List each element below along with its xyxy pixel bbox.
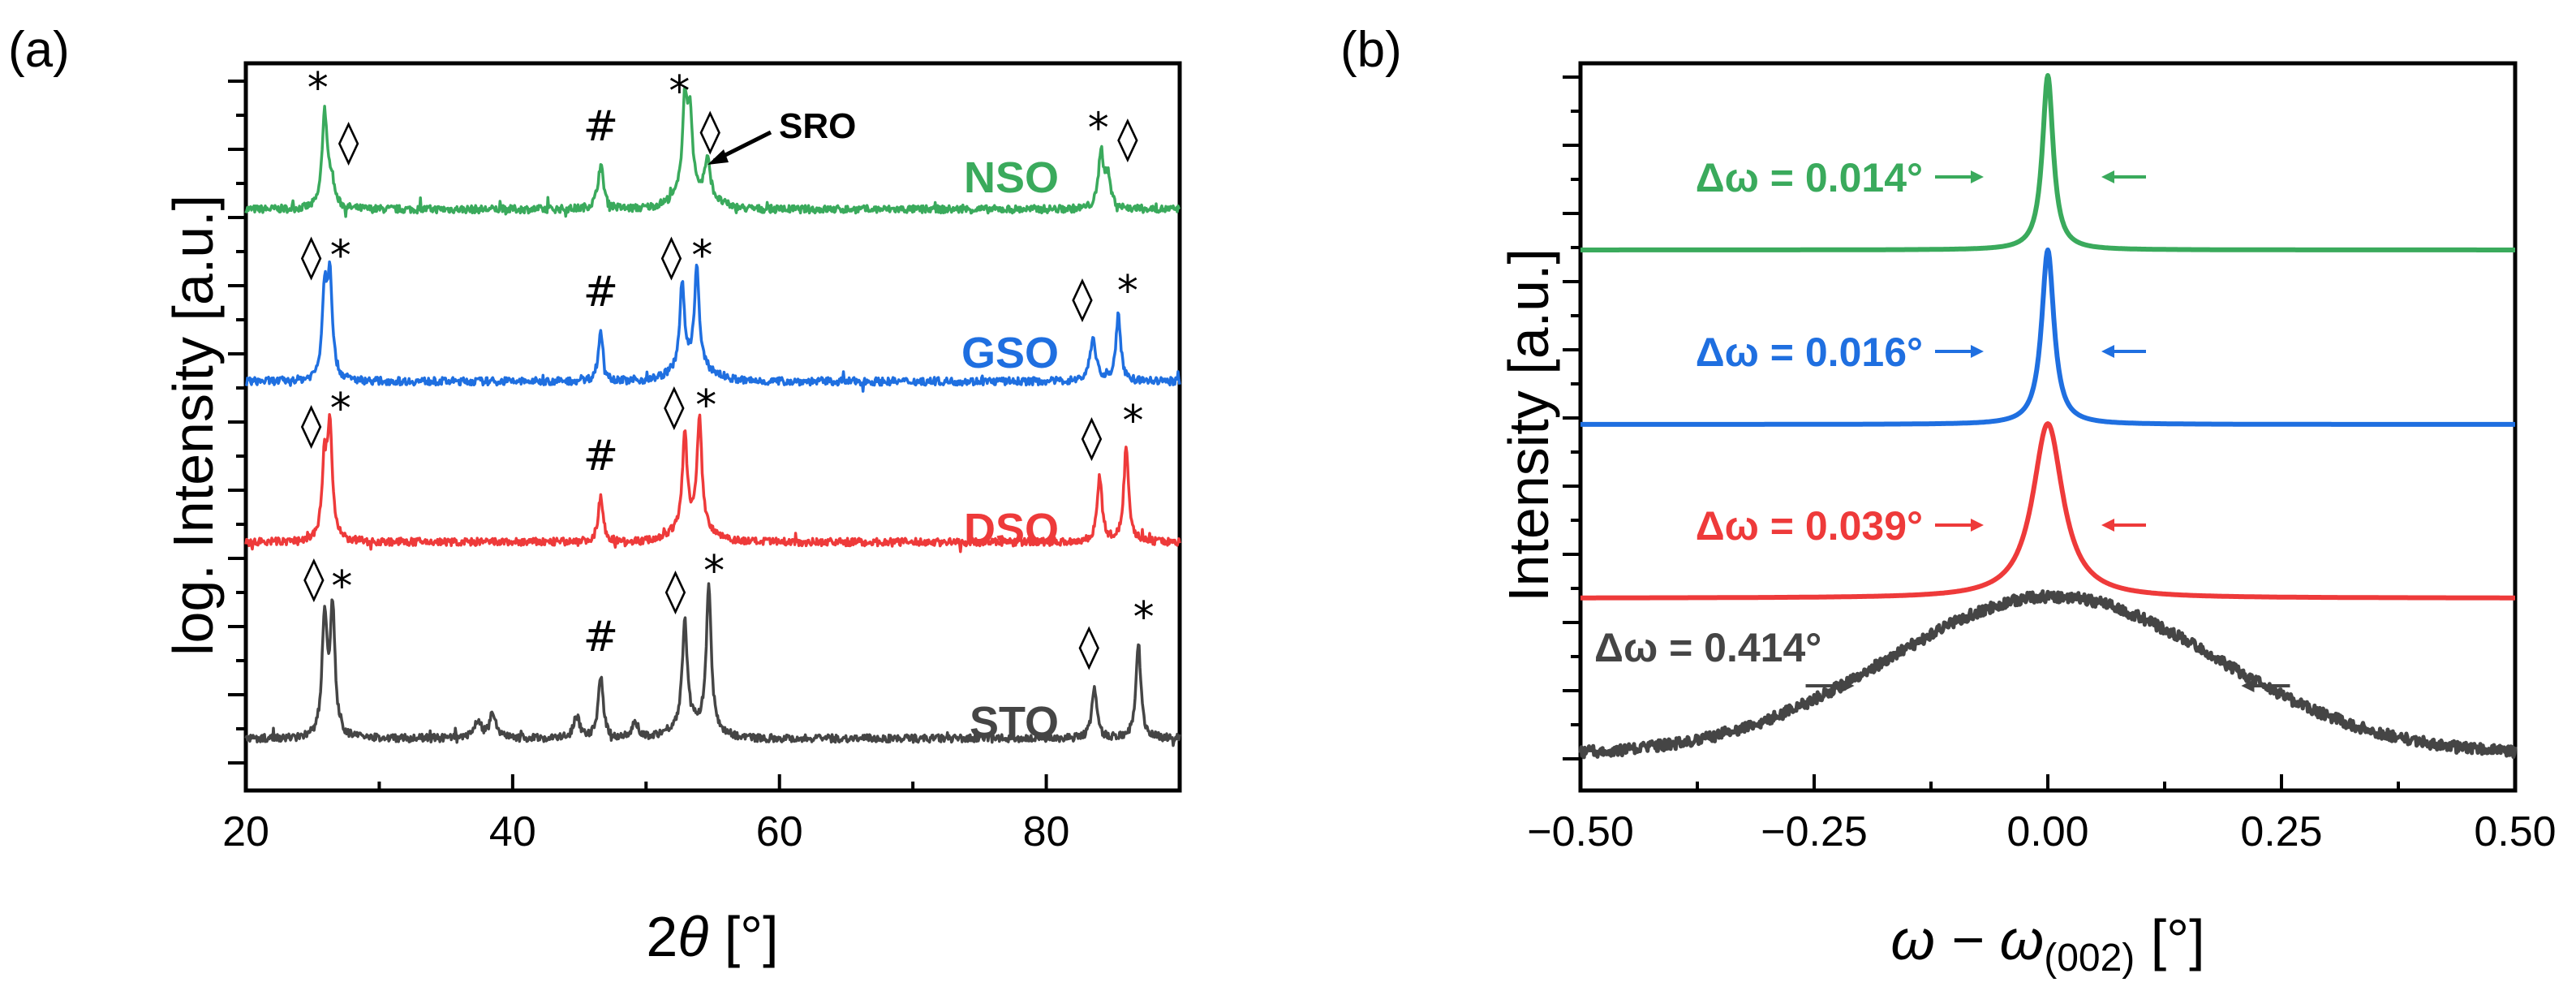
fwhm-arrow-right-head	[2101, 519, 2114, 532]
panel-label-a: (a)	[8, 22, 70, 78]
rocking-curve-gso	[1579, 248, 2517, 427]
panel-a: 20 40 60 80 *◊ #*◊ * ◊◊ *#◊ *◊ *◊ *#◊ *◊ *◊ *#◊ *◊* NS…	[161, 61, 1182, 968]
fwhm-label-dso: Δω = 0.039°	[1696, 503, 1923, 549]
peak-marker: *	[1133, 593, 1155, 642]
xrd-curve-sto	[244, 582, 1181, 747]
peak-marker: ◊	[1082, 413, 1103, 462]
x-label-omega: ω − ω	[1890, 908, 2044, 971]
peak-marker: ◊	[303, 554, 325, 603]
peak-marker: #	[583, 102, 619, 151]
rocking-curve-nso	[1579, 73, 2517, 252]
b-x-tick-label: −0.50	[1527, 808, 1634, 855]
fwhm-arrow-left-head	[1971, 519, 1984, 532]
peak-marker: ◊	[1078, 622, 1099, 670]
series-label-sto: STO	[970, 698, 1059, 747]
x-label-sub: (002)	[2044, 937, 2135, 980]
a-x-tick-label: 20	[222, 808, 269, 855]
xrd-curve-nso	[244, 86, 1181, 218]
sro-annotation: SRO	[779, 106, 856, 146]
b-x-tick-label: 0.25	[2240, 808, 2322, 855]
peak-marker: ◊	[1072, 274, 1093, 323]
peak-marker: *	[703, 547, 725, 596]
panel-a-x-axis-label: 2θ [°]	[646, 905, 778, 968]
panel-b: −0.50 −0.25 0.00 0.25 0.50 Δω = 0.014°Δω = 0…	[1497, 61, 2557, 980]
panel-a-markers: *◊ #*◊ * ◊◊ *#◊ *◊ *◊ *#◊ *◊ *◊ *#◊ *◊*	[301, 64, 1155, 670]
peak-marker: ◊	[699, 107, 720, 156]
peak-marker: *	[669, 67, 690, 116]
panel-a-frame	[243, 61, 1182, 793]
fwhm-arrow-left-head	[1971, 345, 1984, 358]
fwhm-arrow-right-head	[2101, 345, 2114, 358]
panel-b-curves	[1578, 73, 2518, 760]
xrd-curve-dso	[244, 412, 1181, 554]
rocking-curve-dso	[1579, 421, 2517, 601]
fwhm-arrow-left-head	[1841, 679, 1855, 692]
peak-marker: ◊	[1117, 114, 1138, 163]
peak-marker: *	[307, 64, 329, 113]
fwhm-arrow-right-head	[2101, 170, 2114, 183]
xrd-curve-gso	[244, 260, 1181, 393]
x-label-theta: θ	[677, 905, 708, 968]
panel-a-ticks: 20 40 60 80	[222, 80, 1070, 855]
x-label-unit: [°]	[708, 905, 778, 968]
fwhm-label-gso: Δω = 0.016°	[1696, 330, 1923, 375]
x-label-unit-b: [°]	[2135, 908, 2204, 971]
peak-marker: ◊	[665, 566, 686, 615]
a-x-tick-label: 40	[489, 808, 536, 855]
peak-marker: *	[330, 232, 351, 281]
peak-marker: ◊	[338, 118, 359, 166]
fwhm-arrow-right-head	[2241, 679, 2255, 692]
peak-marker: *	[331, 562, 352, 611]
panel-a-curves	[244, 86, 1181, 747]
series-label-dso: DSO	[964, 505, 1059, 554]
peak-marker: *	[691, 232, 712, 281]
series-label-gso: GSO	[961, 329, 1059, 377]
peak-marker: *	[330, 385, 351, 433]
x-label-prefix: 2	[646, 905, 677, 968]
peak-marker: #	[583, 613, 619, 661]
peak-marker: ◊	[301, 401, 322, 450]
peak-marker: #	[583, 268, 619, 317]
series-label-nso: NSO	[964, 153, 1059, 202]
peak-marker: *	[695, 381, 716, 430]
panel-b-ticks: −0.50 −0.25 0.00 0.25 0.50	[1527, 75, 2557, 855]
b-x-tick-label: −0.25	[1761, 808, 1868, 855]
rocking-curve-sto	[1578, 589, 2518, 760]
peak-marker: #	[583, 432, 619, 480]
b-x-tick-label: 0.00	[2006, 808, 2088, 855]
panel-b-x-axis-label: ω − ω(002) [°]	[1890, 908, 2204, 980]
a-x-tick-label: 60	[756, 808, 803, 855]
panel-label-b: (b)	[1340, 22, 1402, 78]
peak-marker: *	[1122, 397, 1143, 446]
b-x-tick-label: 0.50	[2474, 808, 2556, 855]
a-x-tick-label: 80	[1023, 808, 1070, 855]
fwhm-label-sto: Δω = 0.414°	[1594, 625, 1821, 670]
peak-marker: ◊	[661, 233, 682, 282]
peak-marker: *	[1117, 267, 1138, 316]
sro-arrow-head	[707, 149, 729, 165]
fwhm-arrow-left-head	[1971, 170, 1984, 183]
panel-b-fwhm-labels: Δω = 0.014° Δω = 0.016° Δω = 0.039° Δω = 0.…	[1594, 155, 2290, 692]
peak-marker: ◊	[301, 233, 322, 282]
panel-a-y-axis-label: log. Intensity [a.u.]	[161, 195, 225, 656]
peak-marker: ◊	[664, 382, 685, 431]
panel-b-y-axis-label: Intensity [a.u.]	[1497, 248, 1560, 602]
fwhm-label-nso: Δω = 0.014°	[1696, 155, 1923, 200]
peak-marker: *	[1088, 105, 1109, 153]
